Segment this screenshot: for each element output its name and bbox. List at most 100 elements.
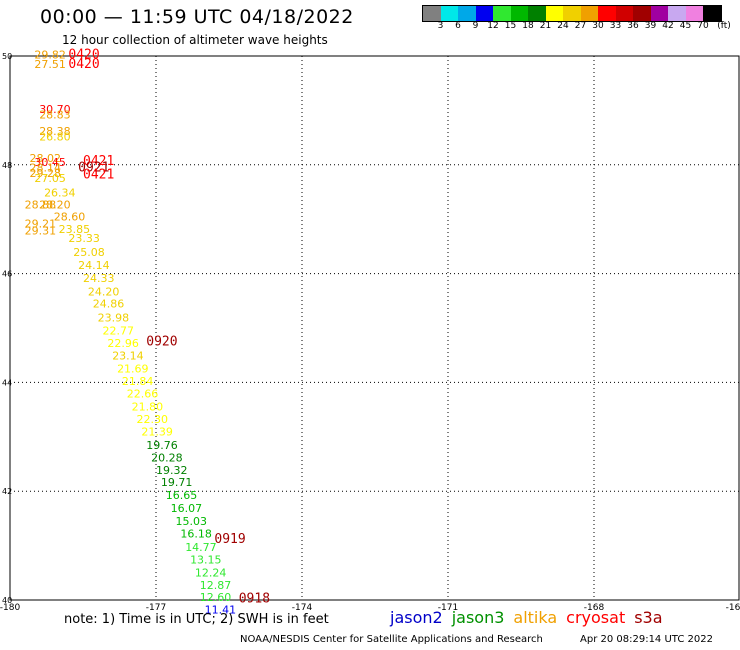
satellite-legend-s3a: s3a — [634, 608, 663, 627]
time-annotation: 0421 — [83, 154, 114, 169]
credit-text: NOAA/NESDIS Center for Satellite Applica… — [240, 634, 543, 645]
time-annotation: 0420 — [68, 48, 99, 63]
y-tick-label: 42 — [2, 487, 12, 496]
colorbar-swatch — [528, 6, 546, 21]
colorbar-swatch — [440, 6, 458, 21]
colorbar-swatch — [475, 6, 493, 21]
wave-height-value: 29.28 — [29, 167, 61, 180]
wave-height-value: 23.14 — [112, 350, 144, 363]
wave-height-value: 28.02 — [29, 152, 61, 165]
wave-height-value: 11.41 — [205, 604, 237, 617]
satellite-legend: jason2 jason3 altika cryosat s3a — [390, 608, 672, 627]
wave-height-value: 19.71 — [161, 476, 193, 489]
x-tick-label: -171 — [438, 603, 458, 613]
wave-height-value: 23.85 — [59, 223, 91, 236]
wave-height-value: 19.76 — [146, 439, 178, 452]
satellite-legend-jason3: jason3 — [451, 608, 505, 627]
wave-height-value: 28.38 — [39, 125, 70, 138]
colorbar-swatch — [650, 6, 668, 21]
wave-height-value: 19.32 — [156, 464, 188, 477]
wave-height-value: 21.84 — [122, 375, 154, 388]
wave-height-value: 28.88 — [25, 198, 56, 211]
wave-height-value: 27.05 — [34, 172, 65, 185]
colorbar-swatch — [703, 6, 721, 21]
wave-height-value: 12.87 — [200, 579, 232, 592]
x-tick-label: -177 — [146, 603, 166, 613]
colorbar-label: 24 — [557, 21, 569, 31]
x-tick-label: -168 — [584, 603, 605, 613]
colorbar-swatch — [545, 6, 563, 21]
colorbar-label: 39 — [644, 21, 657, 31]
colorbar-swatch — [668, 6, 686, 21]
colorbar-unit: (ft) — [717, 21, 731, 31]
colorbar-label: 42 — [662, 21, 674, 31]
wave-height-value: 13.15 — [190, 554, 222, 567]
colorbar-swatch — [423, 6, 441, 21]
wave-height-value: 12.24 — [195, 567, 227, 580]
wave-height-value: 22.30 — [137, 413, 169, 426]
colorbar-labels: 3 6 9 12 15 18 21 24 27 30 33 36 39 42 45 70 (ft) — [422, 21, 740, 33]
colorbar-swatch — [563, 6, 581, 21]
colorbar-swatch — [493, 6, 511, 21]
y-tick-label: 40 — [2, 596, 12, 605]
satellite-legend-altika: altika — [513, 608, 558, 627]
wave-height-value: 15.03 — [175, 515, 207, 528]
wave-height-value: 20.28 — [151, 451, 183, 464]
wave-height-value: 25.08 — [73, 246, 105, 259]
time-annotation: 0918 — [239, 592, 270, 607]
colorbar-label: 12 — [487, 21, 499, 31]
wave-height-value: 29.21 — [25, 217, 56, 230]
wave-height-value: 29.82 — [34, 49, 65, 62]
wave-height-value: 23.33 — [68, 232, 100, 245]
wave-height-value: 21.69 — [117, 363, 149, 376]
colorbar-label: 18 — [522, 21, 534, 31]
wave-height-value: 28.60 — [54, 210, 86, 223]
colorbar-swatch — [685, 6, 703, 21]
colorbar-label: 30 — [592, 21, 604, 31]
wave-height-value: 28.14 — [29, 161, 61, 174]
colorbar-swatch — [580, 6, 598, 21]
colorbar-swatch — [458, 6, 476, 21]
colorbar-label: 70 — [697, 21, 709, 31]
time-annotation: 0420 — [68, 57, 99, 72]
wave-height-value: 16.18 — [180, 527, 212, 540]
footnote: note: 1) Time is in UTC; 2) SWH is in fe… — [64, 612, 329, 627]
wave-height-value: 22.66 — [127, 388, 159, 401]
wave-height-value: 27.51 — [34, 58, 65, 71]
colorbar-label: 45 — [679, 21, 692, 31]
wave-height-value: 22.77 — [102, 325, 134, 338]
y-tick-label: 44 — [2, 378, 12, 387]
time-annotation: 0919 — [214, 532, 245, 547]
colorbar-swatch — [598, 6, 616, 21]
time-annotation: 0920 — [146, 334, 177, 349]
wave-height-value: 30.45 — [34, 156, 65, 169]
colorbar-label: 9 — [472, 21, 479, 31]
wave-height-value: 24.86 — [93, 297, 125, 310]
plot-frame — [9, 55, 740, 601]
chart-subtitle: 12 hour collection of altimeter wave hei… — [62, 33, 328, 47]
wave-height-value: 23.98 — [98, 311, 130, 324]
x-tick-label: -180 — [0, 603, 20, 613]
time-annotation: 0421 — [83, 167, 114, 182]
wave-height-value: 16.65 — [166, 489, 198, 502]
timestamp-text: Apr 20 08:29:14 UTC 2022 — [580, 634, 713, 645]
wave-height-value: 21.80 — [132, 401, 164, 414]
colorbar-label: 21 — [539, 21, 552, 31]
wave-height-value: 24.20 — [88, 285, 120, 298]
x-tick-label: -16 — [726, 603, 740, 613]
wave-height-value: 28.20 — [39, 198, 70, 211]
wave-height-value: 16.07 — [171, 502, 203, 515]
y-tick-label: 48 — [2, 161, 12, 170]
wave-height-value: 26.34 — [44, 186, 76, 199]
time-annotation: 0921 — [78, 160, 109, 175]
wave-height-value: 24.14 — [78, 259, 110, 272]
satellite-legend-cryosat: cryosat — [566, 608, 626, 627]
colorbar-label: 3 — [437, 21, 444, 31]
colorbar-label: 6 — [455, 21, 461, 31]
colorbar-swatch — [633, 6, 651, 21]
wave-height-value: 12.60 — [200, 591, 232, 604]
colorbar-label: 36 — [627, 21, 639, 31]
colorbar-swatch — [510, 6, 528, 21]
satellite-legend-jason2: jason2 — [390, 608, 443, 627]
